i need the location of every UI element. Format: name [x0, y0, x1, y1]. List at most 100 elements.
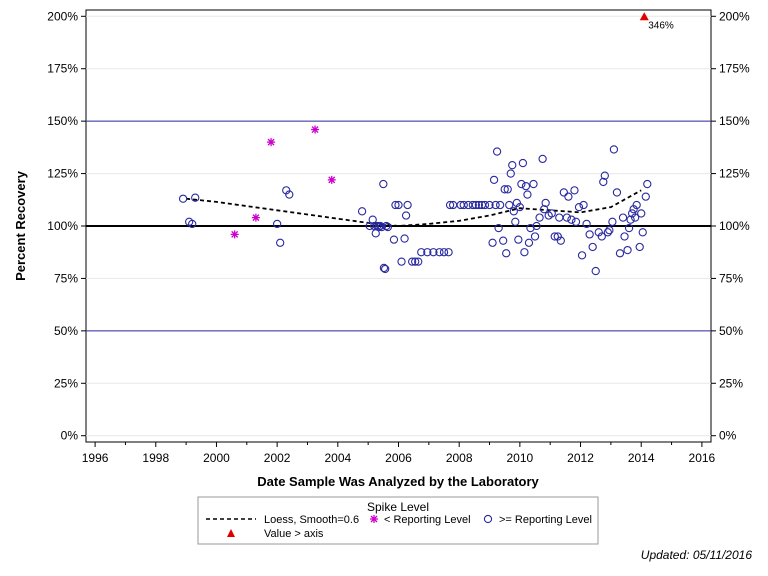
y-tick-label-left: 200% [47, 9, 78, 23]
data-point-circle [505, 200, 514, 210]
data-point-circle [276, 238, 285, 247]
data-point-circle [445, 200, 455, 210]
asterisk-stroke [267, 138, 275, 146]
data-point-circle [603, 228, 612, 237]
data-point-circle [444, 248, 453, 257]
data-point-circle [429, 248, 438, 257]
data-point-circle [379, 179, 388, 189]
updated-footnote: Updated: 05/11/2016 [640, 548, 752, 562]
data-point-circle [520, 248, 529, 257]
y-tick-label-right: 125% [719, 167, 750, 181]
data-point-circle [637, 209, 646, 218]
x-tick-label: 2012 [567, 451, 594, 465]
data-point-circle [517, 179, 526, 189]
y-tick-label-right: 200% [719, 9, 750, 23]
y-axis-label: Percent Recovery [13, 170, 28, 281]
data-marks: 346% [178, 12, 674, 276]
y-tick-label-right: 150% [719, 114, 750, 128]
data-point-circle [609, 145, 619, 154]
data-point-triangle [639, 12, 649, 21]
data-point-circle [506, 169, 515, 178]
data-point-circle [480, 200, 490, 210]
y-tick-label-left: 75% [54, 271, 78, 285]
data-point-circle [632, 200, 641, 210]
data-point-asterisk [230, 230, 239, 239]
data-point-circle [285, 190, 294, 199]
data-point-circle [615, 249, 625, 258]
data-point-circle [178, 194, 188, 203]
data-point-circle [626, 215, 635, 224]
data-point-circle [435, 248, 444, 257]
data-point-circle [535, 213, 544, 222]
data-point-circle [591, 266, 600, 276]
y-axis-left: 0% 25% 50% 75% 100% 125% 150% 175% 200% [47, 9, 86, 443]
data-point-circle [485, 200, 494, 210]
x-tick-label: 1996 [82, 451, 109, 465]
data-point-circle [521, 182, 531, 191]
data-point-circle [397, 257, 406, 266]
data-point-circle [379, 263, 389, 273]
data-point-circle [423, 248, 432, 257]
data-point-circle [391, 200, 400, 210]
data-point-circle [401, 211, 411, 220]
data-point-circle [188, 219, 197, 229]
data-point-circle [373, 221, 382, 231]
data-point-circle [618, 213, 628, 222]
legend-loess-label: Loess, Smooth=0.6 [264, 514, 359, 526]
legend-asterisk-label: < Reporting Level [384, 514, 471, 526]
data-point-circle [530, 232, 540, 241]
legend-frame [197, 496, 599, 545]
data-point-circle [579, 200, 588, 210]
legend-triangle-swatch [227, 529, 235, 537]
data-point-circle [570, 186, 579, 195]
data-point-circle [408, 257, 417, 266]
y-tick-label-right: 175% [719, 62, 750, 76]
data-point-asterisk [311, 125, 320, 134]
x-tick-label: 2008 [446, 451, 473, 465]
data-point-circle [641, 192, 650, 201]
x-tick-label: 2002 [264, 451, 291, 465]
x-tick-label: 2014 [628, 451, 655, 465]
data-point-circle [389, 235, 399, 244]
data-point-circle [357, 207, 367, 216]
data-point-circle [624, 223, 634, 233]
data-point-circle [491, 200, 500, 210]
asterisk-stroke [311, 126, 319, 133]
data-point-circle [550, 232, 559, 241]
data-point-circle [585, 230, 594, 239]
data-point-circle [514, 235, 523, 244]
data-point-circle [417, 248, 426, 257]
data-point-circle [597, 232, 606, 241]
data-point-circle [508, 161, 517, 170]
y-axis-right: 0% 25% 50% 75% 100% 125% 150% 175% 200% [711, 9, 750, 443]
data-point-circle [509, 207, 518, 216]
data-point-circle [643, 179, 652, 189]
data-point-circle [562, 213, 572, 222]
x-tick-label: 2010 [507, 451, 534, 465]
data-point-circle [272, 219, 282, 229]
data-point-circle [600, 171, 609, 180]
y-tick-label-left: 150% [47, 114, 78, 128]
data-point-circle [529, 179, 538, 189]
data-point-circle [518, 158, 528, 168]
data-point-circle [381, 264, 390, 274]
data-point-circle [599, 177, 608, 187]
data-point-circle [538, 154, 547, 164]
data-point-circle [515, 202, 525, 212]
data-point-circle [541, 198, 550, 208]
data-point-circle [383, 222, 393, 232]
legend-circle-label: >= Reporting Level [499, 514, 592, 526]
data-point-circle [502, 249, 511, 258]
data-point-circle [459, 200, 468, 210]
y-tick-label-right: 25% [719, 376, 743, 390]
y-tick-label-left: 100% [47, 219, 78, 233]
data-point-circle [524, 238, 534, 247]
legend-triangle-label: Value > axis [264, 528, 324, 540]
data-point-circle [414, 257, 423, 266]
data-point-circle [471, 200, 481, 210]
y-tick-label-right: 50% [719, 324, 743, 338]
data-point-circle [488, 238, 497, 247]
data-point-circle [635, 242, 644, 252]
y-tick-label-left: 175% [47, 62, 78, 76]
